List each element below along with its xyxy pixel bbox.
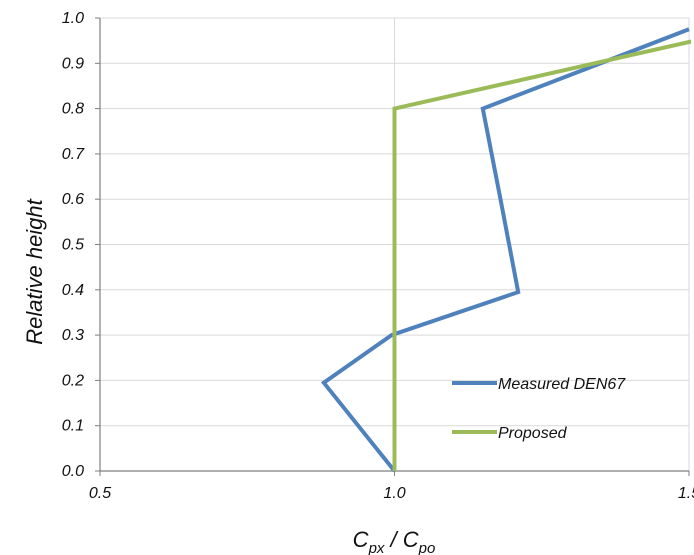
x-tick-label: 0.5 (89, 485, 111, 502)
series-line-1 (320, 27, 690, 473)
y-tick-label: 0.5 (62, 237, 84, 254)
y-tick-label: 0.4 (62, 282, 84, 299)
x-axis-title-sep: / (384, 527, 402, 552)
legend-label-1: Measured DEN67 (498, 376, 626, 393)
legend-label-2: Proposed (498, 425, 568, 442)
y-tick-label: 0.1 (62, 418, 84, 435)
x-tick-label: 1.5 (678, 485, 694, 502)
x-axis-title-sub2: po (418, 540, 436, 555)
axes (95, 17, 690, 476)
x-axis-title: Cpx / Cpo (353, 527, 436, 555)
series-line-2 (392, 39, 691, 471)
x-axis-title-sub: px (368, 540, 385, 555)
y-tick-label: 0.9 (62, 55, 84, 72)
y-axis-title: Relative height (22, 198, 47, 344)
y-tick-label: 0.8 (62, 101, 84, 118)
x-tick-label: 1.0 (383, 485, 405, 502)
x-axis-title-base: C (353, 527, 369, 552)
y-tick-label: 0.7 (62, 146, 85, 163)
legend: Measured DEN67 Proposed (452, 376, 626, 442)
y-tick-label: 0.2 (62, 372, 84, 389)
y-tick-label: 0.6 (62, 191, 84, 208)
y-tick-label: 0.0 (62, 463, 84, 480)
tick-labels: 0.0 0.1 0.2 0.3 0.4 0.5 0.6 0.7 0.8 0.9 1.0 0.5 1.0 1… (62, 10, 694, 502)
y-tick-label: 1.0 (62, 10, 84, 27)
x-axis-title-base2: C (403, 527, 419, 552)
y-tick-label: 0.3 (62, 327, 84, 344)
series-layer (320, 27, 691, 473)
